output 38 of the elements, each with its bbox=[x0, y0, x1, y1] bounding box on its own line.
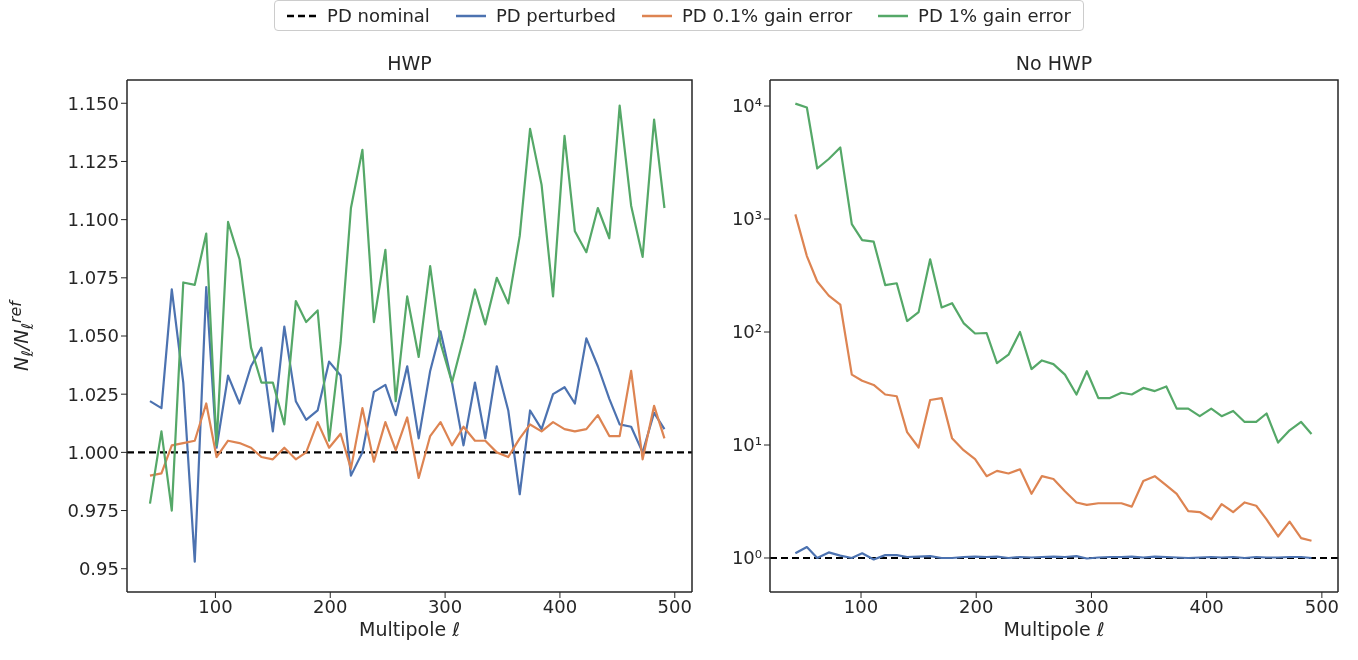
x-axis-title: Multipole ℓ bbox=[1002, 618, 1106, 640]
y-tick-label: 10⁰ bbox=[731, 547, 762, 569]
line-series bbox=[794, 545, 1313, 561]
legend-label: PD perturbed bbox=[495, 5, 617, 26]
line-series bbox=[794, 213, 1313, 542]
y-tick-label: 10² bbox=[731, 321, 762, 343]
y-tick-label: 1.100 bbox=[67, 209, 119, 231]
x-tick-label: 400 bbox=[542, 595, 578, 617]
legend-label: PD 0.1% gain error bbox=[682, 5, 853, 26]
y-tick-label: 1.050 bbox=[67, 325, 119, 347]
y-tick-label: 10⁴ bbox=[731, 95, 762, 117]
legend-label: PD 1% gain error bbox=[918, 5, 1071, 26]
x-tick-label: 100 bbox=[198, 595, 233, 617]
line-series bbox=[148, 104, 666, 512]
x-tick-label: 400 bbox=[1189, 595, 1224, 617]
y-tick-label: 1.150 bbox=[67, 92, 119, 114]
legend-label: PD nominal bbox=[327, 5, 430, 26]
y-tick-label: 10³ bbox=[731, 208, 762, 230]
y-tick-label: 0.95 bbox=[78, 558, 119, 580]
line-series bbox=[148, 286, 666, 563]
x-tick-label: 300 bbox=[1074, 595, 1109, 617]
y-tick-label: 0.975 bbox=[67, 499, 119, 521]
chart-title: No HWP bbox=[1014, 52, 1094, 74]
y-tick-label: 10¹ bbox=[731, 434, 762, 456]
x-tick-label: 200 bbox=[959, 595, 994, 617]
x-tick-label: 500 bbox=[657, 595, 692, 617]
x-tick-label: 200 bbox=[313, 595, 348, 617]
y-tick-label: 1.000 bbox=[67, 441, 119, 463]
chart-title: HWP bbox=[386, 52, 433, 74]
x-tick-label: 500 bbox=[1304, 595, 1340, 617]
y-tick-label: 1.075 bbox=[67, 267, 119, 289]
line-series bbox=[794, 102, 1313, 444]
y-tick-label: 1.125 bbox=[67, 150, 119, 172]
x-tick-label: 100 bbox=[843, 595, 879, 617]
line-series bbox=[148, 369, 666, 480]
y-tick-label: 1.025 bbox=[67, 383, 119, 405]
x-tick-label: 300 bbox=[427, 595, 463, 617]
x-axis-title: Multipole ℓ bbox=[358, 618, 461, 640]
